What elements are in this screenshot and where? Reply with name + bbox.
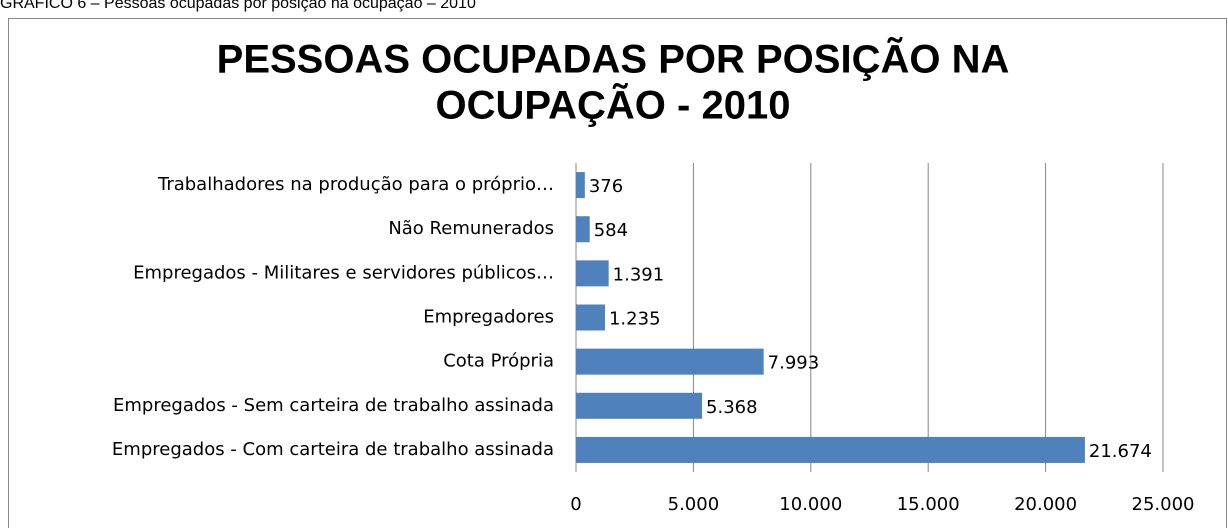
- data-label: 21.674: [1089, 441, 1152, 462]
- data-label: 1.391: [613, 264, 665, 285]
- data-label: 1.235: [609, 309, 661, 330]
- chart-title: OCUPAÇÃO - 2010: [436, 82, 791, 128]
- x-tick-label: 25.000: [1132, 494, 1195, 515]
- y-tick-label: Empregados - Com carteira de trabalho as…: [112, 439, 554, 460]
- y-tick-label: Não Remunerados: [388, 218, 554, 239]
- y-tick-label: Trabalhadores na produção para o próprio…: [157, 174, 554, 195]
- x-tick-label: 10.000: [779, 494, 842, 515]
- bar: [576, 392, 703, 419]
- data-label: 584: [594, 220, 628, 241]
- bar: [576, 260, 609, 287]
- bar: [576, 436, 1085, 463]
- data-label: 7.993: [768, 353, 820, 374]
- data-label: 376: [589, 176, 623, 197]
- chart-border: [8, 18, 1227, 528]
- caption: GRÁFICO 6 – Pessoas ocupadas por posição…: [0, 0, 476, 12]
- y-tick-label: Empregadores: [423, 307, 554, 328]
- x-tick-label: 5.000: [668, 494, 720, 515]
- chart-title: PESSOAS OCUPADAS POR POSIÇÃO NA: [217, 36, 1010, 82]
- x-tick-label: 15.000: [897, 494, 960, 515]
- y-tick-label: Empregados - Sem carteira de trabalho as…: [113, 395, 554, 416]
- y-tick-label: Cota Própria: [443, 351, 554, 372]
- data-label: 5.368: [706, 397, 758, 418]
- bar: [576, 304, 605, 331]
- bar: [576, 172, 585, 199]
- y-tick-label: Empregados - Militares e servidores públ…: [133, 262, 554, 283]
- x-tick-label: 0: [570, 494, 581, 515]
- bar: [576, 348, 764, 375]
- x-tick-label: 20.000: [1014, 494, 1077, 515]
- bar: [576, 216, 590, 243]
